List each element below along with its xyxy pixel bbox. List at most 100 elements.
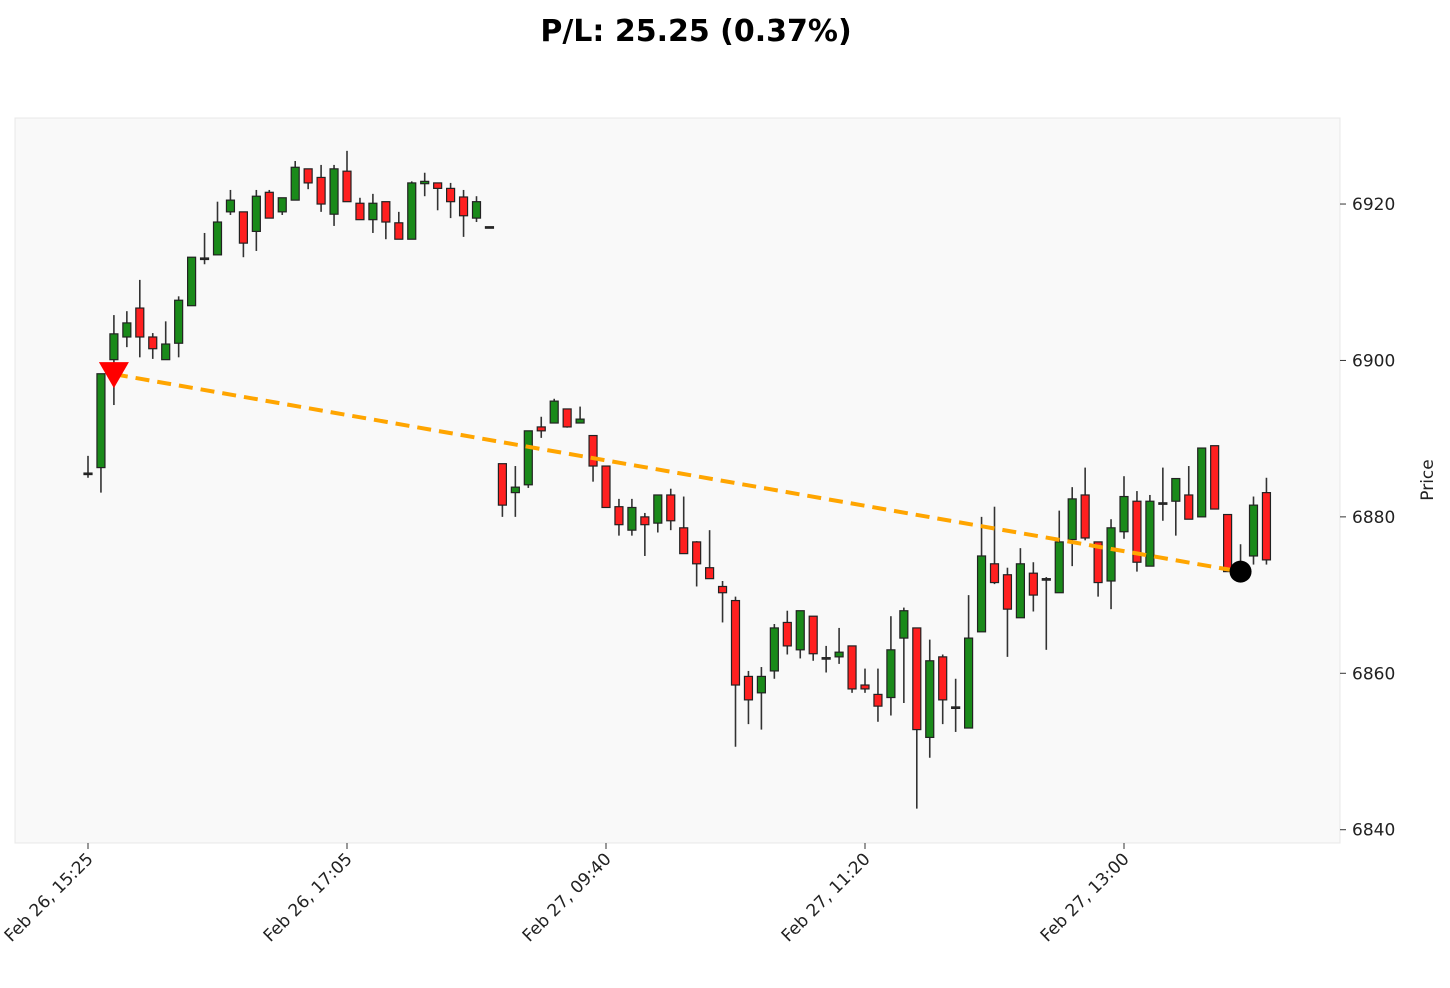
candle-body [614,506,624,526]
y-tick-label: 6840 [1352,821,1395,841]
candle-body [886,649,896,699]
candle [433,182,443,211]
candle-body [821,657,831,660]
candle [614,498,624,536]
candle [1261,477,1272,565]
candle [1002,567,1013,657]
candle [329,164,339,226]
candle-body [1106,527,1116,582]
candle-body [976,555,987,633]
candle [925,639,935,758]
candle [420,172,430,197]
x-axis: Feb 26, 15:25 Feb 26, 17:05 Feb 27, 09:40 F… [1,843,1134,946]
candle [1171,477,1181,536]
candle-body [989,563,1000,584]
candle-body [187,256,197,307]
candle [251,189,261,251]
candle-body [446,187,456,203]
candle-body [264,191,274,219]
candle [834,627,844,664]
candle-body [769,627,779,672]
candle-body [601,465,611,509]
candle [938,654,948,725]
candle-body [575,418,585,424]
candle-body [109,333,119,361]
candle [912,627,922,809]
trade-line [113,372,1241,574]
candle-body [562,408,572,428]
chart-title: P/L: 25.25 (0.37%) [540,14,851,49]
candle [316,164,326,212]
candle-body [342,170,352,203]
candle-body [860,684,870,690]
candle-body [873,693,883,707]
candle-body [407,182,417,240]
y-tick-label: 6920 [1352,195,1395,215]
candle [83,455,93,478]
candle [342,150,352,203]
candle-body [704,567,715,580]
candle [821,645,831,673]
candle-body [458,196,469,217]
candle-body [653,494,663,524]
candle-body [1119,495,1129,533]
candle-body [1158,502,1168,505]
candle [704,530,715,580]
candle [1093,541,1103,597]
candle-body [938,656,948,701]
candle [536,416,546,438]
candle-body [666,494,676,522]
candle [1145,494,1155,567]
exit-marker [1229,560,1252,583]
candle [1248,496,1259,565]
candle [989,506,1000,585]
candle-body [730,599,741,686]
candle [963,595,974,729]
candle [368,193,378,233]
x-tick-label: Feb 26, 17:05 [260,849,357,946]
candle [899,607,909,704]
candle-body [795,610,805,651]
candle [1080,467,1090,541]
candle-body [1261,492,1272,561]
candle-body [808,615,818,655]
candle-body [1067,498,1077,541]
candle [225,189,236,215]
candle-body [925,660,935,739]
candle [161,321,171,361]
candle-body [225,199,236,213]
candle [458,189,469,237]
candle [471,196,482,223]
candle-body [1080,494,1090,539]
candle [187,256,197,307]
candle-body [368,202,378,221]
candle-body [381,201,391,223]
candle-body [290,166,300,201]
x-tick-label: Feb 27, 09:40 [519,849,616,946]
candle-body [433,182,443,189]
candle [264,189,274,219]
x-tick-label: Feb 27, 11:20 [778,849,875,946]
candle-body [303,168,313,184]
candle-body [847,645,857,690]
candle-body [1093,541,1103,584]
candle [860,668,870,693]
candle [394,211,404,240]
candle-body [951,706,961,710]
candle-body [96,373,106,469]
candle-body [536,426,546,432]
candle [769,624,779,679]
candle [886,616,896,716]
x-tick-label: Feb 26, 15:25 [1,849,98,946]
candle-body [627,506,637,531]
candle [1210,445,1220,510]
candle-body [329,168,339,215]
y-axis-label: Price [1418,459,1438,500]
candle-body [1171,477,1181,502]
candle [1054,510,1064,594]
candle-body [251,195,261,233]
candle [238,211,248,258]
candle [873,668,883,722]
candle [355,197,365,221]
candle [510,466,520,517]
